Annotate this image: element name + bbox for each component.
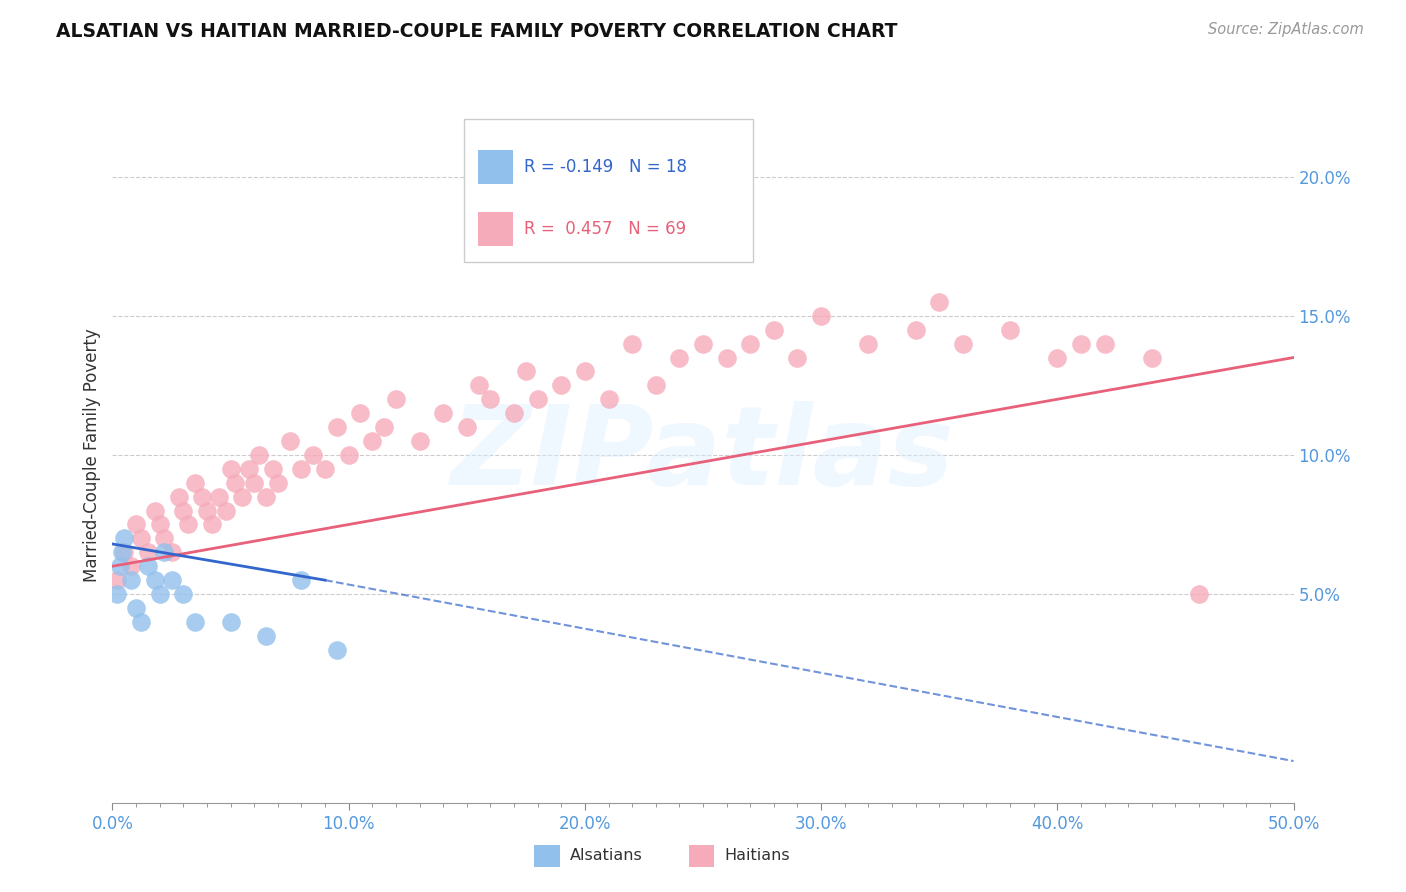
Point [195,503,218,517]
Point [167,490,190,504]
Point [1046,351,1069,365]
Point [278,434,301,448]
Point [208,490,231,504]
Point [349,406,371,420]
Point [172,503,194,517]
Text: R =  0.457   N = 69: R = 0.457 N = 69 [524,220,686,238]
Point [716,351,738,365]
Point [243,475,266,490]
Point [136,545,159,559]
Point [120,559,142,574]
Point [108,559,131,574]
Point [526,392,548,407]
Text: Source: ZipAtlas.com: Source: ZipAtlas.com [1208,22,1364,37]
Point [172,587,194,601]
Point [515,364,537,378]
Point [326,642,349,657]
Point [120,573,142,587]
Point [247,448,270,462]
Point [149,517,172,532]
Point [125,517,148,532]
Point [786,351,808,365]
Point [105,587,128,601]
Point [928,294,950,309]
Point [143,573,166,587]
Point [153,532,176,546]
Point [1094,336,1116,351]
Point [238,462,260,476]
Text: Haitians: Haitians [724,848,790,863]
Point [467,378,489,392]
Point [385,392,408,407]
Point [153,545,176,559]
Point [621,336,644,351]
Point [479,392,502,407]
Point [1188,587,1211,601]
Point [550,378,572,392]
Point [201,517,224,532]
Point [1070,336,1092,351]
Point [219,462,242,476]
Point [262,462,284,476]
Point [231,490,253,504]
Point [111,545,134,559]
Point [215,503,238,517]
Point [143,503,166,517]
Point [644,378,666,392]
Point [290,573,312,587]
Point [668,351,690,365]
Point [456,420,478,434]
Text: ZIPatlas: ZIPatlas [451,401,955,508]
Point [112,545,135,559]
Point [503,406,526,420]
Point [129,532,152,546]
Point [858,336,880,351]
Point [219,615,242,629]
Point [692,336,714,351]
Point [184,475,207,490]
Point [314,462,336,476]
Point [136,559,159,574]
Point [574,364,596,378]
Point [191,490,214,504]
Point [160,545,183,559]
Point [149,587,172,601]
Point [373,420,395,434]
Point [105,573,128,587]
Point [125,601,148,615]
Point [998,323,1021,337]
Point [609,197,631,211]
Point [267,475,290,490]
Text: R = -0.149   N = 18: R = -0.149 N = 18 [524,158,688,176]
Point [224,475,246,490]
Point [302,448,325,462]
Point [112,532,135,546]
Point [1140,351,1163,365]
Text: Alsatians: Alsatians [569,848,643,863]
Point [326,420,349,434]
Point [408,434,430,448]
Point [598,392,620,407]
Point [810,309,832,323]
Point [361,434,384,448]
Point [129,615,152,629]
Point [184,615,207,629]
Point [290,462,312,476]
Point [254,629,277,643]
Point [432,406,454,420]
Point [177,517,200,532]
Point [762,323,785,337]
Point [254,490,277,504]
Point [740,336,762,351]
Point [337,448,360,462]
Y-axis label: Married-Couple Family Poverty: Married-Couple Family Poverty [83,328,101,582]
Point [904,323,927,337]
Point [952,336,974,351]
Text: ALSATIAN VS HAITIAN MARRIED-COUPLE FAMILY POVERTY CORRELATION CHART: ALSATIAN VS HAITIAN MARRIED-COUPLE FAMIL… [56,22,898,41]
Point [160,573,183,587]
